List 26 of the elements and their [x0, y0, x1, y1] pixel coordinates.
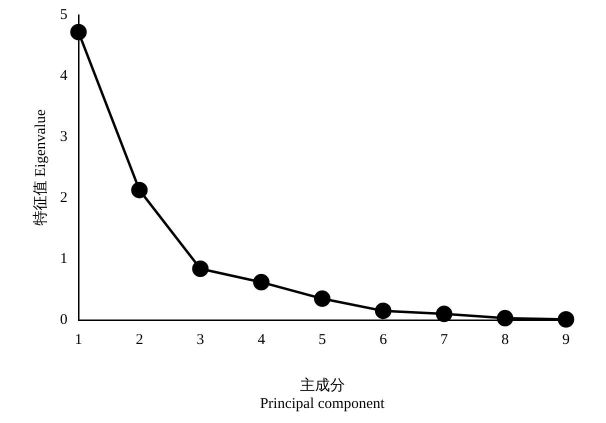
x-tick-label: 1 [74, 332, 82, 348]
point [496, 310, 514, 326]
x-tick-label: 9 [562, 332, 570, 348]
x-tick-label: 5 [318, 332, 326, 348]
y-tick-label: 1 [60, 250, 68, 267]
y-tick-label: 5 [60, 6, 68, 23]
x-tick-label: 3 [196, 332, 204, 348]
y-tick-label: 2 [60, 190, 68, 206]
x-tick-label: 4 [258, 332, 266, 348]
point [70, 24, 87, 40]
point [253, 274, 270, 290]
point [436, 306, 452, 322]
point [314, 290, 330, 307]
point [558, 311, 574, 328]
x-tick-label: 6 [379, 332, 388, 348]
point [374, 302, 392, 320]
x-tick-label: 2 [136, 332, 144, 348]
x-tick-label: 8 [501, 332, 509, 348]
point [192, 260, 209, 278]
x-axis-title: 主成分 Principal component [260, 376, 386, 412]
x-tick-label: 7 [440, 332, 448, 348]
y-tick-label: 0 [60, 312, 68, 328]
point [131, 182, 148, 198]
y-tick-label: 3 [60, 128, 68, 145]
y-axis-title: 特征值 Eigenvalue [32, 109, 49, 226]
y-tick-label: 4 [60, 68, 68, 84]
